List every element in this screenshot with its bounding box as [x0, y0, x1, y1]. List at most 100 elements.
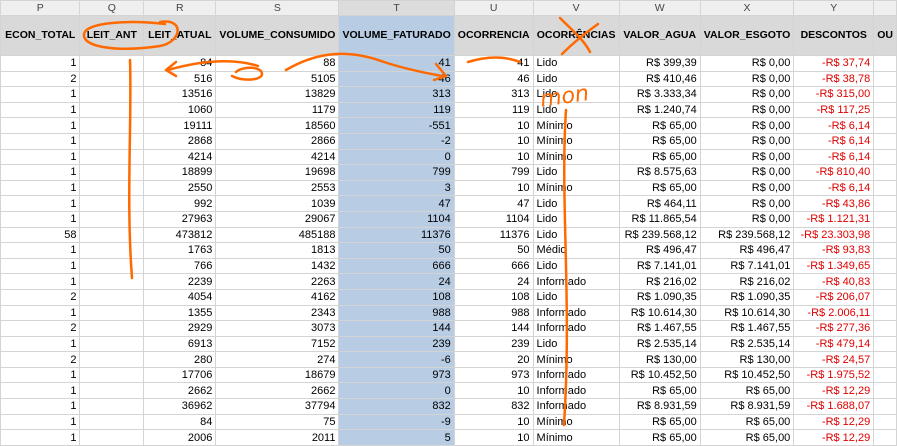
- table-cell[interactable]: [873, 382, 897, 400]
- table-cell[interactable]: 1: [0, 148, 81, 166]
- table-cell[interactable]: R$ 10.452,50: [618, 366, 701, 384]
- column-letter[interactable]: [873, 0, 897, 16]
- table-cell[interactable]: [873, 304, 897, 322]
- header-cell[interactable]: OU: [873, 15, 897, 56]
- table-cell[interactable]: R$ 0,00: [699, 148, 795, 166]
- table-cell[interactable]: 3073: [215, 320, 340, 337]
- table-cell[interactable]: 58: [0, 226, 81, 244]
- table-cell[interactable]: -R$ 277,36: [793, 320, 875, 337]
- table-cell[interactable]: [873, 257, 897, 275]
- table-cell[interactable]: 1: [0, 398, 81, 415]
- table-cell[interactable]: R$ 8.931,59: [618, 398, 701, 415]
- table-cell[interactable]: R$ 10.614,30: [618, 304, 701, 322]
- table-cell[interactable]: Lido: [532, 195, 620, 212]
- column-letter[interactable]: T: [338, 0, 455, 16]
- table-cell[interactable]: 36962: [143, 398, 217, 415]
- table-cell[interactable]: -R$ 6,14: [793, 117, 875, 134]
- table-cell[interactable]: 2662: [215, 382, 340, 400]
- table-cell[interactable]: Lido: [532, 335, 620, 353]
- table-cell[interactable]: 2: [0, 320, 81, 337]
- table-cell[interactable]: -R$ 40,83: [793, 273, 875, 290]
- table-cell[interactable]: [79, 210, 145, 228]
- table-cell[interactable]: [873, 132, 897, 150]
- table-cell[interactable]: 1: [0, 164, 81, 181]
- table-cell[interactable]: 10: [453, 413, 534, 431]
- table-cell[interactable]: 50: [453, 242, 534, 259]
- table-cell[interactable]: 1: [0, 335, 81, 353]
- table-cell[interactable]: [79, 398, 145, 415]
- table-cell[interactable]: 5105: [215, 70, 340, 88]
- table-cell[interactable]: [873, 117, 897, 134]
- table-cell[interactable]: 1: [0, 242, 81, 259]
- table-cell[interactable]: -R$ 1.688,07: [793, 398, 875, 415]
- table-cell[interactable]: 84: [143, 55, 217, 72]
- table-cell[interactable]: 992: [143, 195, 217, 212]
- table-cell[interactable]: 239: [453, 335, 534, 353]
- header-cell[interactable]: DESCONTOS: [793, 15, 875, 56]
- table-cell[interactable]: R$ 2.535,14: [699, 335, 795, 353]
- table-cell[interactable]: 280: [143, 351, 217, 368]
- table-cell[interactable]: [873, 210, 897, 228]
- table-cell[interactable]: R$ 8.575,63: [618, 164, 701, 181]
- table-cell[interactable]: 313: [453, 86, 534, 103]
- table-cell[interactable]: 1039: [215, 195, 340, 212]
- table-cell[interactable]: 766: [143, 257, 217, 275]
- table-cell[interactable]: 2550: [143, 179, 217, 197]
- table-cell[interactable]: [873, 179, 897, 197]
- table-cell[interactable]: 1: [0, 179, 81, 197]
- table-cell[interactable]: [79, 242, 145, 259]
- table-cell[interactable]: 2011: [215, 429, 340, 446]
- table-cell[interactable]: 1: [0, 304, 81, 322]
- table-cell[interactable]: R$ 65,00: [618, 117, 701, 134]
- table-cell[interactable]: Lido: [532, 70, 620, 88]
- table-cell[interactable]: 2006: [143, 429, 217, 446]
- table-cell[interactable]: 2929: [143, 320, 217, 337]
- table-cell[interactable]: R$ 65,00: [618, 429, 701, 446]
- table-cell[interactable]: Mínimo: [532, 351, 620, 368]
- table-cell[interactable]: -R$ 38,78: [793, 70, 875, 88]
- table-cell[interactable]: 2866: [215, 132, 340, 150]
- table-cell[interactable]: [873, 351, 897, 368]
- table-cell[interactable]: 50: [338, 242, 455, 259]
- table-cell[interactable]: R$ 1.090,35: [618, 288, 701, 306]
- table-cell[interactable]: R$ 3.333,34: [618, 86, 701, 103]
- table-cell[interactable]: [79, 273, 145, 290]
- header-cell[interactable]: OCORRÊNCIAS: [532, 15, 620, 56]
- table-cell[interactable]: 2: [0, 70, 81, 88]
- table-cell[interactable]: 988: [453, 304, 534, 322]
- table-cell[interactable]: 1813: [215, 242, 340, 259]
- table-cell[interactable]: Mínimo: [532, 148, 620, 166]
- table-cell[interactable]: Mínimo: [532, 117, 620, 134]
- table-cell[interactable]: 2263: [215, 273, 340, 290]
- table-cell[interactable]: 11376: [453, 226, 534, 244]
- table-cell[interactable]: 13516: [143, 86, 217, 103]
- table-cell[interactable]: Informado: [532, 304, 620, 322]
- table-cell[interactable]: Lido: [532, 55, 620, 72]
- table-cell[interactable]: [79, 288, 145, 306]
- table-cell[interactable]: 832: [453, 398, 534, 415]
- table-cell[interactable]: -R$ 93,83: [793, 242, 875, 259]
- table-cell[interactable]: R$ 10.614,30: [699, 304, 795, 322]
- header-cell[interactable]: ECON_TOTAL: [0, 15, 81, 56]
- table-cell[interactable]: 47: [453, 195, 534, 212]
- table-cell[interactable]: 832: [338, 398, 455, 415]
- table-cell[interactable]: R$ 0,00: [699, 179, 795, 197]
- table-cell[interactable]: 1060: [143, 101, 217, 119]
- table-cell[interactable]: R$ 2.535,14: [618, 335, 701, 353]
- table-cell[interactable]: 2553: [215, 179, 340, 197]
- table-cell[interactable]: 799: [453, 164, 534, 181]
- table-cell[interactable]: 1179: [215, 101, 340, 119]
- table-cell[interactable]: Lido: [532, 210, 620, 228]
- table-cell[interactable]: R$ 216,02: [618, 273, 701, 290]
- table-cell[interactable]: -6: [338, 351, 455, 368]
- table-cell[interactable]: Informado: [532, 366, 620, 384]
- table-cell[interactable]: R$ 496,47: [699, 242, 795, 259]
- table-cell[interactable]: 1355: [143, 304, 217, 322]
- table-cell[interactable]: -R$ 1.975,52: [793, 366, 875, 384]
- table-cell[interactable]: 10: [453, 382, 534, 400]
- column-letter[interactable]: X: [699, 0, 795, 16]
- table-cell[interactable]: [79, 257, 145, 275]
- column-letter[interactable]: P: [0, 0, 81, 16]
- header-cell[interactable]: LEIT_ANT: [79, 15, 145, 56]
- table-cell[interactable]: 119: [338, 101, 455, 119]
